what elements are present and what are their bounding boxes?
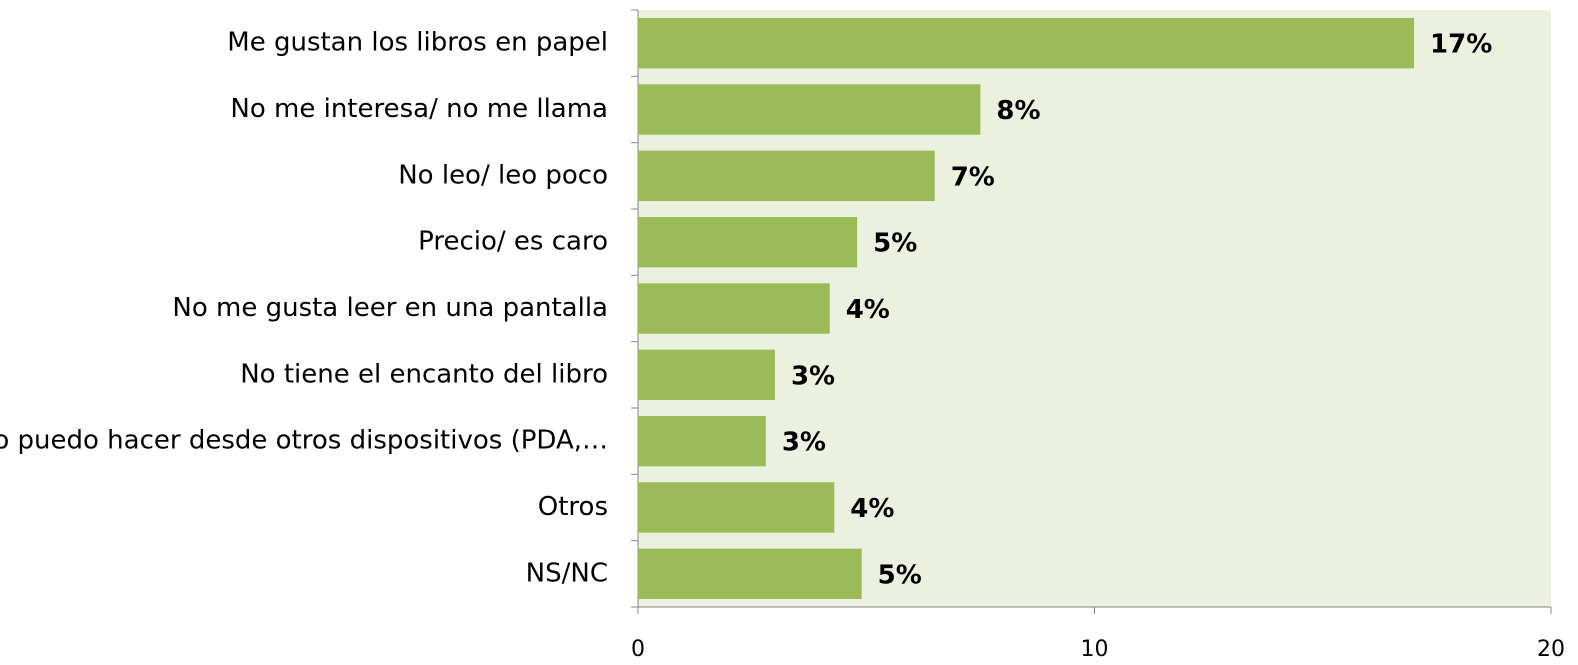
bar <box>638 216 858 268</box>
category-label: Otros <box>538 492 608 522</box>
value-label: 17% <box>1430 30 1492 60</box>
x-tick-label: 20 <box>1537 637 1565 662</box>
bar <box>638 349 775 401</box>
category-label: No tiene el encanto del libro <box>240 359 608 389</box>
value-label: 5% <box>878 560 922 590</box>
value-label: 7% <box>951 162 995 192</box>
category-label: Me gustan los libros en papel <box>227 28 608 58</box>
category-label: No me gusta leer en una pantalla <box>172 293 608 323</box>
category-label: NS/NC <box>526 558 608 588</box>
category-label: No me interesa/ no me llama <box>230 94 608 124</box>
value-label: 4% <box>850 494 894 524</box>
bar <box>638 150 935 202</box>
bar <box>638 548 862 600</box>
category-label: No leo/ leo poco <box>398 160 608 190</box>
bar <box>638 17 1415 69</box>
bar <box>638 482 835 533</box>
bar <box>638 415 766 467</box>
value-label: 8% <box>996 96 1040 126</box>
x-tick-label: 10 <box>1081 637 1109 662</box>
category-label: Lo puedo hacer desde otros dispositivos … <box>0 426 608 456</box>
value-label: 3% <box>782 428 826 458</box>
value-label: 3% <box>791 361 835 391</box>
category-label: Precio/ es caro <box>418 227 608 257</box>
x-tick-label: 0 <box>631 637 645 662</box>
value-label: 5% <box>873 229 917 259</box>
value-label: 4% <box>846 295 890 325</box>
bar <box>638 84 981 135</box>
bar <box>638 283 830 334</box>
